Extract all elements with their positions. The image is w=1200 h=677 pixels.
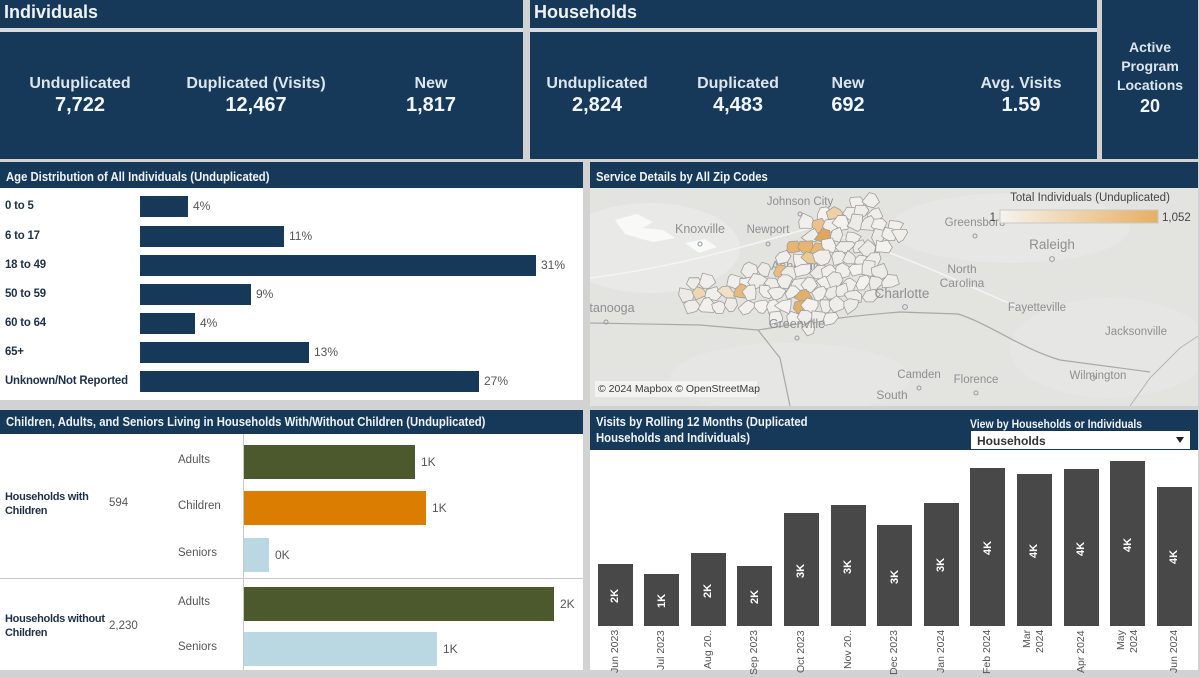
svg-text:Raleigh: Raleigh [1029, 237, 1075, 252]
svg-text:Total Individuals (Unduplicate: Total Individuals (Unduplicated) [1010, 192, 1170, 204]
svg-text:Wilmington: Wilmington [1070, 370, 1127, 382]
svg-text:Carolina: Carolina [940, 276, 985, 290]
svg-text:Charlotte: Charlotte [875, 286, 930, 301]
svg-text:Florence: Florence [954, 374, 999, 386]
svg-text:South: South [876, 388, 907, 402]
svg-text:North: North [947, 262, 976, 276]
svg-text:Greensboro: Greensboro [945, 217, 1006, 229]
svg-text:Greenville: Greenville [769, 317, 825, 331]
svg-text:1: 1 [990, 212, 996, 224]
svg-text:Johnson City: Johnson City [767, 196, 834, 208]
svg-text:Camden: Camden [897, 369, 940, 381]
svg-text:Newport: Newport [747, 224, 791, 236]
svg-text:Knoxville: Knoxville [675, 222, 725, 236]
svg-text:tanooga: tanooga [590, 301, 635, 315]
svg-text:Jacksonville: Jacksonville [1105, 326, 1167, 338]
svg-text:© 2024 Mapbox © OpenStreetMap: © 2024 Mapbox © OpenStreetMap [598, 383, 760, 395]
svg-text:1,052: 1,052 [1162, 212, 1191, 224]
svg-text:Fayetteville: Fayetteville [1008, 302, 1066, 314]
